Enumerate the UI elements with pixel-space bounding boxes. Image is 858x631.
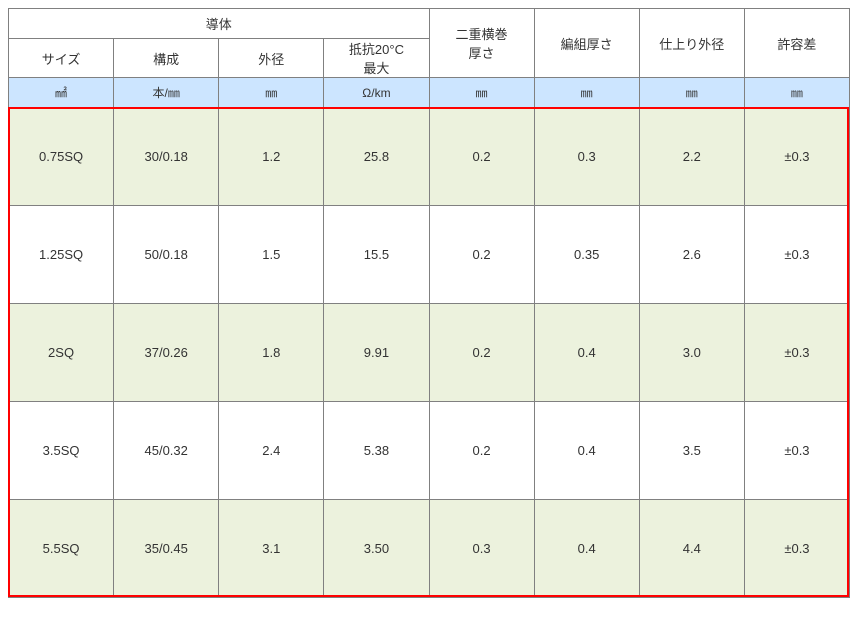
header-resistance-label: 抵抗20°C最大 xyxy=(349,42,404,76)
unit-composition: 本/㎜ xyxy=(114,78,219,108)
cell-resistance: 15.5 xyxy=(324,206,429,304)
unit-size: ㎟ xyxy=(9,78,114,108)
table-body: 0.75SQ30/0.181.225.80.20.32.2±0.31.25SQ5… xyxy=(9,108,850,598)
cell-composition: 35/0.45 xyxy=(114,500,219,598)
header-double-wrap: 二重横巻厚さ xyxy=(429,9,534,78)
header-double-wrap-label: 二重横巻厚さ xyxy=(456,27,508,61)
cell-tolerance: ±0.3 xyxy=(744,304,849,402)
cell-od: 3.1 xyxy=(219,500,324,598)
cell-finish: 2.2 xyxy=(639,108,744,206)
cell-braid: 0.4 xyxy=(534,402,639,500)
header-finish-od: 仕上り外径 xyxy=(639,9,744,78)
cell-finish: 3.5 xyxy=(639,402,744,500)
cell-composition: 30/0.18 xyxy=(114,108,219,206)
cell-od: 1.8 xyxy=(219,304,324,402)
unit-row: ㎟ 本/㎜ ㎜ Ω/km ㎜ ㎜ ㎜ ㎜ xyxy=(9,78,850,108)
table-body-wrapper: 導体 二重横巻厚さ 編組厚さ 仕上り外径 許容差 サイズ 構成 外径 抵抗20°… xyxy=(8,8,850,598)
cell-tolerance: ±0.3 xyxy=(744,402,849,500)
cell-od: 1.5 xyxy=(219,206,324,304)
cell-size: 0.75SQ xyxy=(9,108,114,206)
spec-table: 導体 二重横巻厚さ 編組厚さ 仕上り外径 許容差 サイズ 構成 外径 抵抗20°… xyxy=(8,8,850,598)
cell-tolerance: ±0.3 xyxy=(744,500,849,598)
table-row: 1.25SQ50/0.181.515.50.20.352.6±0.3 xyxy=(9,206,850,304)
header-composition: 構成 xyxy=(114,39,219,78)
cell-tolerance: ±0.3 xyxy=(744,108,849,206)
cell-double-wrap: 0.2 xyxy=(429,402,534,500)
cell-braid: 0.35 xyxy=(534,206,639,304)
cell-finish: 4.4 xyxy=(639,500,744,598)
cell-finish: 2.6 xyxy=(639,206,744,304)
unit-double-wrap: ㎜ xyxy=(429,78,534,108)
cell-od: 2.4 xyxy=(219,402,324,500)
cell-resistance: 25.8 xyxy=(324,108,429,206)
cell-resistance: 3.50 xyxy=(324,500,429,598)
header-braid-thickness: 編組厚さ xyxy=(534,9,639,78)
cell-braid: 0.4 xyxy=(534,304,639,402)
header-outer-diameter: 外径 xyxy=(219,39,324,78)
cell-composition: 45/0.32 xyxy=(114,402,219,500)
cell-composition: 37/0.26 xyxy=(114,304,219,402)
cell-size: 3.5SQ xyxy=(9,402,114,500)
cell-braid: 0.3 xyxy=(534,108,639,206)
unit-finish-od: ㎜ xyxy=(639,78,744,108)
header-tolerance: 許容差 xyxy=(744,9,849,78)
cell-double-wrap: 0.2 xyxy=(429,206,534,304)
unit-outer-diameter: ㎜ xyxy=(219,78,324,108)
spec-table-container: 導体 二重横巻厚さ 編組厚さ 仕上り外径 許容差 サイズ 構成 外径 抵抗20°… xyxy=(8,8,850,598)
cell-composition: 50/0.18 xyxy=(114,206,219,304)
table-row: 5.5SQ35/0.453.13.500.30.44.4±0.3 xyxy=(9,500,850,598)
cell-resistance: 9.91 xyxy=(324,304,429,402)
cell-size: 2SQ xyxy=(9,304,114,402)
cell-size: 1.25SQ xyxy=(9,206,114,304)
cell-double-wrap: 0.2 xyxy=(429,304,534,402)
unit-tolerance: ㎜ xyxy=(744,78,849,108)
header-size: サイズ xyxy=(9,39,114,78)
cell-finish: 3.0 xyxy=(639,304,744,402)
header-row-group: 導体 二重横巻厚さ 編組厚さ 仕上り外径 許容差 xyxy=(9,9,850,39)
unit-resistance: Ω/km xyxy=(324,78,429,108)
cell-braid: 0.4 xyxy=(534,500,639,598)
cell-resistance: 5.38 xyxy=(324,402,429,500)
cell-size: 5.5SQ xyxy=(9,500,114,598)
cell-double-wrap: 0.3 xyxy=(429,500,534,598)
cell-tolerance: ±0.3 xyxy=(744,206,849,304)
header-conductor-group: 導体 xyxy=(9,9,430,39)
cell-od: 1.2 xyxy=(219,108,324,206)
table-row: 0.75SQ30/0.181.225.80.20.32.2±0.3 xyxy=(9,108,850,206)
unit-braid-thickness: ㎜ xyxy=(534,78,639,108)
table-row: 3.5SQ45/0.322.45.380.20.43.5±0.3 xyxy=(9,402,850,500)
table-row: 2SQ37/0.261.89.910.20.43.0±0.3 xyxy=(9,304,850,402)
header-resistance: 抵抗20°C最大 xyxy=(324,39,429,78)
cell-double-wrap: 0.2 xyxy=(429,108,534,206)
